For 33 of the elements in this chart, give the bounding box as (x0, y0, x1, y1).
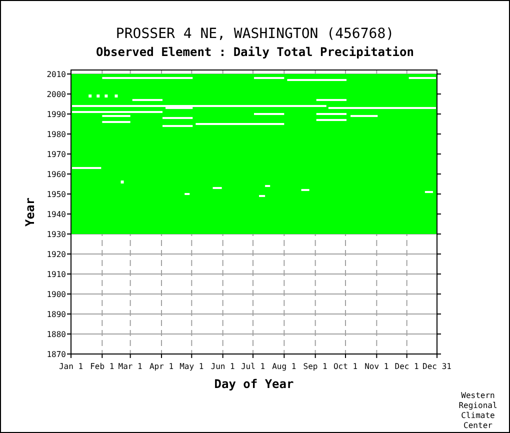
x-tick-label: Apr 1 (149, 362, 174, 371)
x-tick-label: Jun 1 (210, 362, 236, 371)
chart-title: PROSSER 4 NE, WASHINGTON (456768) (116, 26, 394, 42)
y-tick-label: 1950 (46, 190, 66, 199)
x-tick-label: May 1 (180, 362, 204, 371)
x-tick-label: Dec 31 (422, 362, 452, 371)
x-tick-label: Sep 1 (303, 362, 328, 371)
x-tick-label: Oct 1 (333, 362, 358, 371)
y-tick-label: 1980 (46, 130, 66, 139)
y-tick-label: 1880 (46, 330, 66, 339)
x-tick-label: Mar 1 (118, 362, 143, 371)
chart-subtitle: Observed Element : Daily Total Precipitation (96, 45, 414, 59)
y-tick-label: 2000 (46, 90, 66, 99)
y-tick-label: 1870 (46, 350, 66, 359)
y-tick-label: 1940 (46, 210, 66, 219)
x-tick-label: Aug 1 (272, 362, 296, 371)
x-tick-label: Nov 1 (364, 362, 389, 371)
y-tick-label: 1990 (46, 110, 66, 119)
y-tick-label: 1970 (46, 150, 66, 159)
y-tick-label: 1900 (46, 290, 66, 299)
y-tick-label: 1890 (46, 310, 66, 319)
x-tick-label: Jul 1 (240, 362, 266, 371)
text: Western Regional Climate Center (458, 391, 498, 430)
y-tick-label: 2010 (46, 70, 66, 79)
y-axis-title: Year (23, 198, 37, 226)
x-axis-title: Day of Year (214, 377, 294, 391)
x-tick-label: Dec 1 (394, 362, 420, 371)
x-tick-label: Jan 1 (58, 362, 84, 371)
y-tick-label: 1910 (46, 270, 66, 279)
y-tick-label: 1920 (46, 250, 66, 259)
y-tick-label: 1960 (46, 170, 66, 179)
x-tick-label: Feb 1 (90, 362, 114, 371)
y-tick-label: 1930 (46, 230, 66, 239)
